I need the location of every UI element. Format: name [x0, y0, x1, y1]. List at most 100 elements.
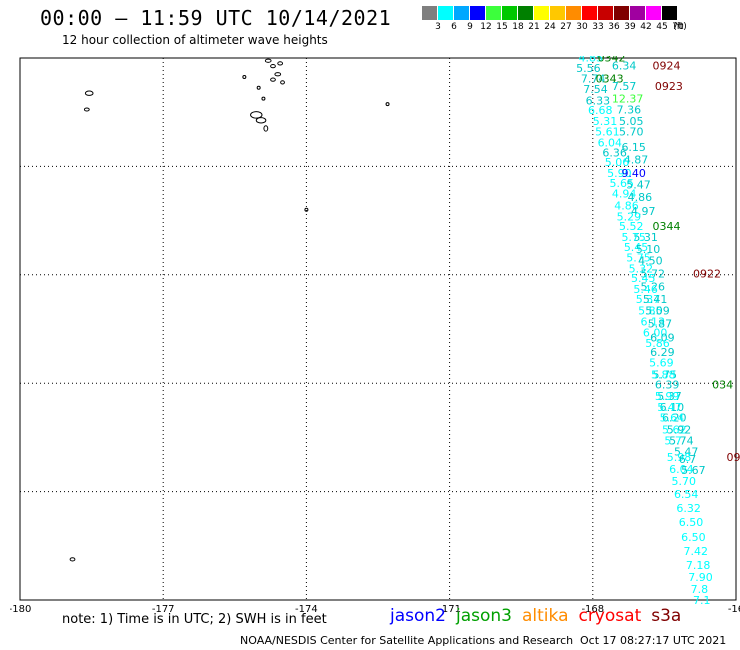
wave-height-label: 5.26: [641, 281, 666, 294]
legend-label: 3: [435, 22, 441, 32]
wave-height-label: 0342: [598, 56, 626, 64]
wave-height-label: 4.86: [628, 191, 653, 204]
wave-height-label: 6.13: [641, 315, 666, 328]
wave-height-label: 6.34: [612, 60, 637, 73]
wave-height-label: 7.36: [617, 103, 642, 116]
wave-height-label: 5.87: [648, 318, 673, 331]
wave-height-label: 6.04: [669, 463, 694, 476]
wave-height-label: 7.54: [583, 83, 608, 96]
lon-tick-label: -180: [10, 604, 31, 615]
footnote: note: 1) Time is in UTC; 2) SWH is in fe…: [62, 612, 327, 627]
wave-height-label: 5.37: [636, 293, 661, 306]
wave-height-label: 5.47: [626, 178, 651, 191]
wave-height-label: 4.50: [638, 255, 663, 268]
island-outline: [270, 77, 276, 82]
legend-swatch: [662, 6, 678, 20]
wave-height-label: 5.88: [651, 369, 676, 382]
legend-label: 12: [480, 22, 492, 32]
legend-swatch: [614, 6, 630, 20]
island-outline: [304, 207, 309, 212]
legend-unit: (ft): [673, 22, 687, 32]
wave-height-label: 6.39: [655, 378, 680, 391]
wave-height-label: 7.57: [612, 80, 637, 93]
wave-height-label: 5.72: [641, 268, 666, 281]
wave-height-label: 6.04: [598, 137, 623, 150]
legend-label: 36: [608, 22, 620, 32]
wave-height-label: 7.42: [683, 545, 708, 558]
wave-height-label: 5.92: [667, 423, 692, 436]
legend-swatch: [454, 6, 470, 20]
wave-height-label: 6.09: [650, 332, 675, 345]
legend-label: 27: [560, 22, 572, 32]
wave-height-label: 5.90: [607, 167, 632, 180]
wave-height-label: 6.15: [621, 141, 646, 154]
wave-height-label: 6.20: [662, 411, 687, 424]
wave-height-label: 5.52: [619, 220, 644, 233]
wave-height-label: 5.37: [657, 390, 682, 403]
wave-height-label: 5.67: [681, 464, 706, 477]
wave-height-label: 5.46: [633, 283, 658, 296]
map-frame: [19, 57, 737, 601]
wave-height-label: 5.86: [645, 337, 670, 350]
legend-swatch: [502, 6, 518, 20]
wave-height-label: 7.90: [688, 571, 713, 584]
wave-height-label: 5.10: [636, 243, 661, 256]
wave-height-label: 5.31: [593, 115, 618, 128]
wave-height-label: 6.50: [681, 531, 706, 544]
wave-height-label: 4.85: [578, 56, 603, 64]
legend-swatch: [438, 6, 454, 20]
wave-height-label: 5.47: [657, 401, 682, 414]
wave-height-label: 034: [712, 378, 733, 391]
island-outline: [274, 72, 282, 77]
wave-height-label: 5.09: [645, 305, 670, 318]
legend-swatch: [582, 6, 598, 20]
wave-height-label: 5.74: [669, 435, 694, 448]
wave-height-label: 6.32: [676, 502, 701, 515]
wave-height-label: 6.10: [660, 401, 685, 414]
wave-height-label: 5.56: [576, 62, 601, 75]
wave-height-label: 0924: [652, 60, 680, 73]
wave-height-label: 5.06: [605, 156, 630, 169]
page-title: 00:00 – 11:59 UTC 10/14/2021: [40, 6, 392, 30]
legend-swatch: [422, 6, 438, 20]
wave-height-label: 6.7: [679, 453, 697, 466]
page-subtitle: 12 hour collection of altimeter wave hei…: [62, 33, 328, 47]
mission-altika: altika: [522, 606, 569, 626]
lon-tick-label: -171: [438, 604, 461, 615]
lon-tick-label: -16: [728, 604, 740, 615]
wave-height-label: 5.64: [660, 411, 685, 424]
wave-height-label: 0344: [652, 220, 680, 233]
generated-timestamp: Oct 17 08:27:17 UTC 2021: [580, 634, 727, 647]
wave-height-label: 5.45: [631, 272, 656, 285]
legend-swatch: [598, 6, 614, 20]
legend-label: 42: [640, 22, 652, 32]
mission-jason2: jason2: [390, 606, 446, 626]
wave-height-label: 5.61: [595, 126, 620, 139]
wave-height-label: 7.8: [691, 583, 709, 596]
legend-swatch: [566, 6, 582, 20]
island-outline: [256, 85, 261, 90]
wave-height-label: 0923: [655, 80, 683, 93]
island-outline: [84, 90, 94, 96]
wave-height-label: 5.47: [674, 445, 699, 458]
island-outline: [385, 102, 390, 107]
island-outline: [270, 64, 276, 69]
wave-height-label: 5.75: [652, 369, 677, 382]
wave-height-label: 5.70: [619, 126, 644, 139]
wave-height-label: 4.94: [612, 188, 637, 201]
wave-height-label: 0343: [596, 73, 624, 86]
wave-height-label: 5.62: [662, 423, 687, 436]
wave-height-label: 6.33: [586, 94, 611, 107]
wave-height-label: 5.98: [667, 451, 692, 464]
wave-height-label: 4.87: [624, 153, 649, 166]
wave-height-label: 5.70: [672, 475, 697, 488]
legend-swatch: [518, 6, 534, 20]
legend-label: 6: [451, 22, 457, 32]
island-outline: [280, 80, 285, 85]
wave-height-label: 6.29: [650, 346, 675, 359]
legend-label: 30: [576, 22, 588, 32]
wave-height-label: 4.86: [614, 199, 639, 212]
mission-cryosat: cryosat: [578, 606, 642, 626]
wave-height-label: 7.74: [581, 73, 606, 86]
color-legend: 3 6 9 12 15 18 21 24 27 30 33 36 39 42 45 70 (ft): [422, 6, 728, 38]
